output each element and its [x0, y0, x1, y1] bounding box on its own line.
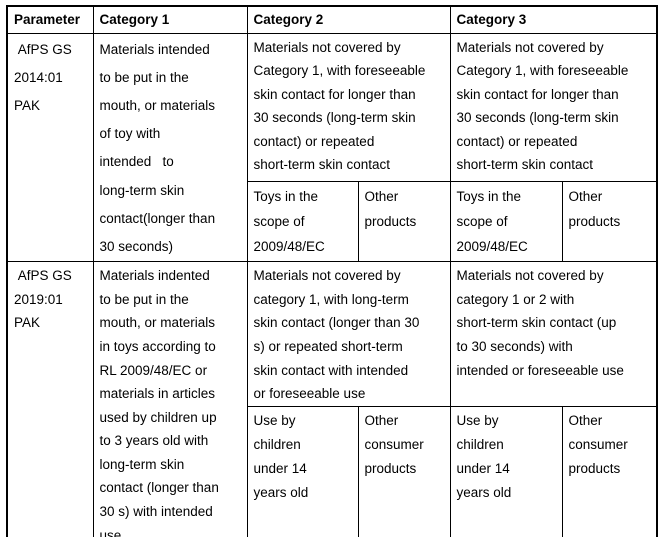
cell-category3-2019-main: Materials not covered by category 1 or 2…	[449, 261, 658, 407]
cell-category3-2019-children: Use by children under 14 years old	[449, 405, 563, 537]
table-row-2014-main: AfPS GS 2014:01 PAK Materials intended t…	[6, 32, 658, 263]
cell-category3-2019-other: Other consumer products	[561, 405, 658, 537]
cell-category2-2019-children: Use by children under 14 years old	[246, 405, 359, 537]
cell-category3-2014-toys: Toys in the scope of 2009/48/EC	[449, 180, 563, 263]
cell-parameter-2019: AfPS GS 2019:01 PAK	[6, 261, 94, 537]
cell-category2-2014-main: Materials not covered by Category 1, wit…	[246, 32, 451, 182]
table-row-2019-main: AfPS GS 2019:01 PAK Materials indented t…	[6, 261, 658, 537]
cell-category3-2014-other: Other products	[561, 180, 658, 263]
cell-category3-2014-main: Materials not covered by Category 1, wit…	[449, 32, 658, 182]
table-row-2014-sub: Toys in the scope of 2009/48/EC Other pr…	[7, 180, 658, 263]
cell-parameter-2014: AfPS GS 2014:01 PAK	[6, 32, 94, 263]
cell-category2-2019-other: Other consumer products	[357, 405, 451, 537]
header-parameter: Parameter	[6, 5, 94, 34]
table-row-2019-sub: Use by children under 14 years old Other…	[7, 405, 658, 537]
standards-comparison-table: Parameter Category 1 Category 2 Category…	[6, 5, 658, 537]
cell-category2-2019-main: Materials not covered by category 1, wit…	[246, 261, 451, 407]
cell-category1-2014: Materials intended to be put in the mout…	[92, 32, 248, 263]
header-category-3: Category 3	[449, 5, 658, 34]
cell-category2-2014-other: Other products	[357, 180, 451, 263]
header-category-2: Category 2	[246, 5, 451, 34]
table-header-row: Parameter Category 1 Category 2 Category…	[6, 5, 658, 34]
cell-category2-2014-toys: Toys in the scope of 2009/48/EC	[246, 180, 359, 263]
cell-category1-2019: Materials indented to be put in the mout…	[92, 261, 248, 537]
header-category-1: Category 1	[92, 5, 248, 34]
